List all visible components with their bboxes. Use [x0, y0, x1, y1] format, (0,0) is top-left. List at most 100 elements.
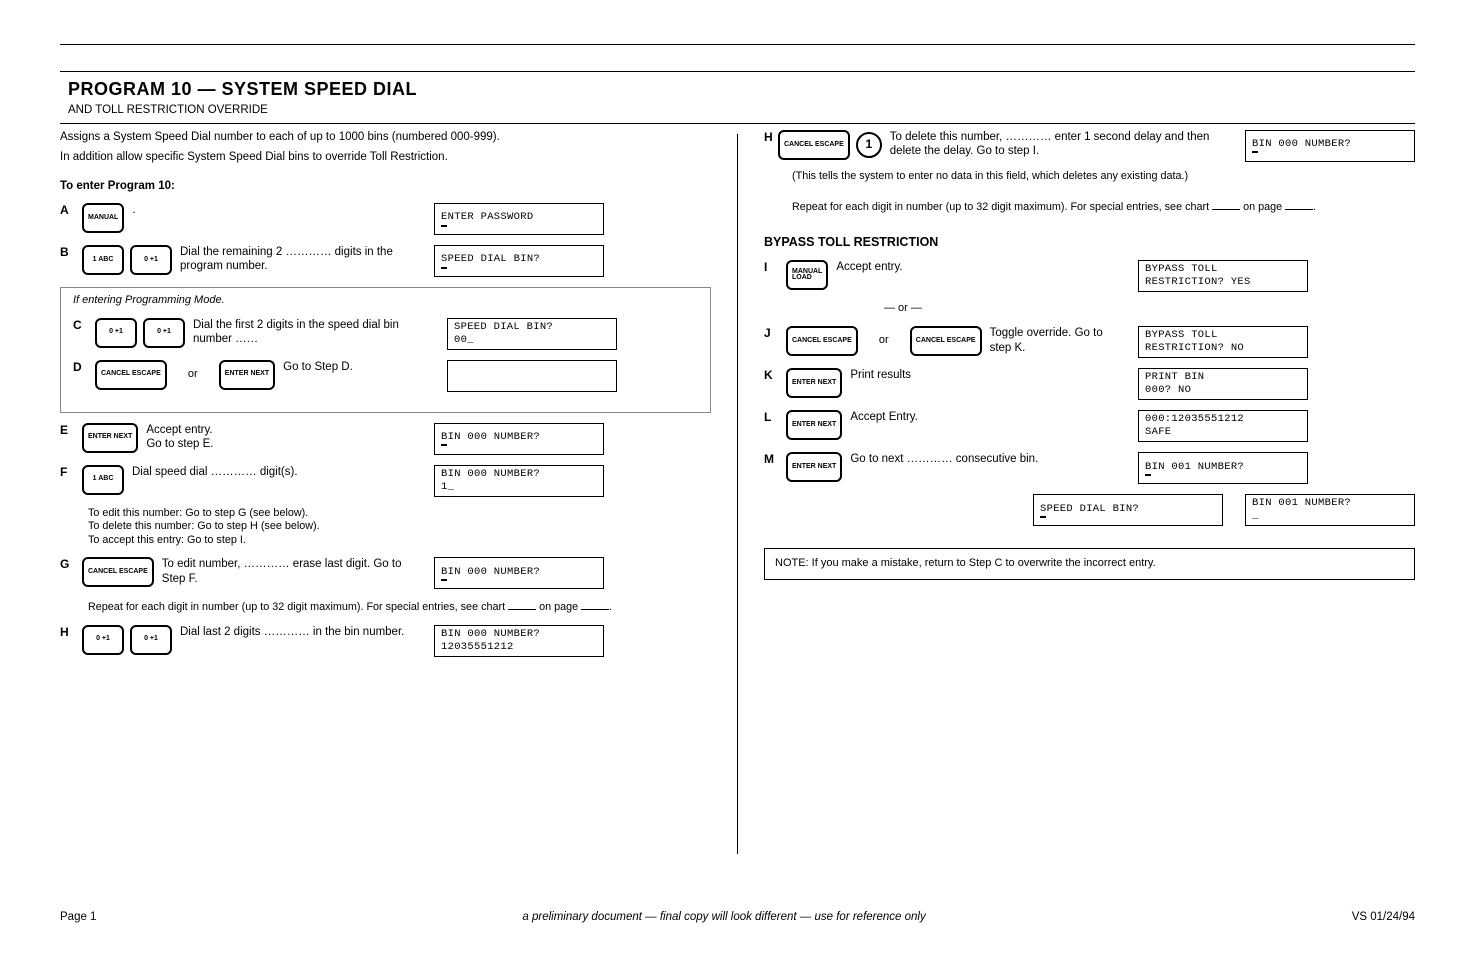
entering-mode-box: If entering Programming Mode. C 0 +1 0 +… — [60, 287, 711, 413]
step-letter: K — [764, 368, 778, 383]
or-label: or — [173, 368, 213, 382]
display-line: 12035551212 — [441, 641, 597, 654]
display-line: BIN 000 NUMBER? — [441, 431, 597, 444]
step-letter: H — [60, 625, 74, 640]
step-i-text: Accept entry. — [836, 260, 1124, 274]
display-line: ENTER PASSWORD — [441, 211, 597, 224]
step-m-text: Go to next ………… consecutive bin. — [850, 452, 1124, 466]
step-m: M ENTER NEXT Go to next ………… consecutive… — [764, 452, 1415, 484]
top-rule — [60, 44, 1415, 45]
step-k: K ENTER NEXT Print results PRINT BIN 000… — [764, 368, 1415, 400]
enter-key-icon: ENTER NEXT — [219, 360, 275, 390]
display-line: RESTRICTION? NO — [1145, 342, 1301, 355]
cursor-icon — [1145, 474, 1151, 476]
display-line: SPEED DIAL BIN? — [441, 253, 597, 266]
manual-load-key-icon: MANUAL LOAD — [786, 260, 828, 290]
display-line: _ — [1252, 510, 1408, 523]
title-banner: PROGRAM 10 — SYSTEM SPEED DIAL AND TOLL … — [60, 71, 1415, 124]
repeat-note: Repeat for each digit in number (up to 3… — [88, 599, 711, 614]
step-j-text: Toggle override. Go to step K. — [990, 326, 1124, 355]
step-letter: G — [60, 557, 74, 572]
display-j: BYPASS TOLL RESTRICTION? NO — [1138, 326, 1308, 358]
display-line: BYPASS TOLL — [1145, 263, 1301, 276]
cursor-icon — [441, 267, 447, 269]
page-footer: Page 1 a preliminary document — final co… — [60, 910, 1415, 924]
display-m: BIN 001 NUMBER? — [1138, 452, 1308, 484]
one-circle-icon: 1 — [856, 132, 882, 158]
step-k-text: Print results — [850, 368, 1124, 382]
intro-1: Assigns a System Speed Dial number to ea… — [60, 130, 711, 144]
box-label: If entering Programming Mode. — [73, 294, 698, 308]
column-left: Assigns a System Speed Dial number to ea… — [60, 130, 737, 854]
step-letter: J — [764, 326, 778, 341]
step-letter: F — [60, 465, 74, 480]
bypass-heading: BYPASS TOLL RESTRICTION — [764, 235, 1415, 251]
display-line: SPEED DIAL BIN? — [454, 321, 610, 334]
cancel-key-icon: CANCEL ESCAPE — [82, 557, 154, 587]
display-line: SAFE — [1145, 426, 1301, 439]
banner-title: PROGRAM 10 — SYSTEM SPEED DIAL — [68, 78, 1407, 101]
step-l-text: Accept Entry. — [850, 410, 1124, 424]
display-line: BIN 000 NUMBER? — [441, 628, 597, 641]
display-line: BIN 000 NUMBER? — [441, 566, 597, 579]
step-h2-text: To delete this number, ………… enter 1 seco… — [890, 130, 1245, 159]
one-key-icon: 1 ABC — [82, 245, 124, 275]
intro-2: In addition allow specific System Speed … — [60, 150, 711, 164]
zero-key-icon: 0 +1 — [130, 625, 172, 655]
or-divider: — or — — [884, 302, 1415, 316]
step-c-text: Dial the first 2 digits in the speed dia… — [193, 318, 433, 347]
delete-hint: (This tells the system to enter no data … — [792, 170, 1415, 183]
display-line: BIN 001 NUMBER? — [1252, 497, 1408, 510]
cancel-key-icon: CANCEL ESCAPE — [786, 326, 858, 356]
step-d-text: Go to Step D. — [283, 360, 433, 374]
footer-mid: a preliminary document — final copy will… — [522, 910, 925, 924]
banner-subtitle: AND TOLL RESTRICTION OVERRIDE — [68, 103, 1407, 117]
footer-right: VS 01/24/94 — [1352, 910, 1415, 924]
step-letter: H — [764, 130, 778, 145]
manual-key-icon: MANUAL — [82, 203, 124, 233]
column-right: H CANCEL ESCAPE 1 To delete this number,… — [738, 130, 1415, 854]
step-h2: H CANCEL ESCAPE 1 To delete this number,… — [764, 130, 1415, 162]
step-letter: M — [764, 452, 778, 467]
step-j: J CANCEL ESCAPE or CANCEL ESCAPE Toggle … — [764, 326, 1415, 358]
display-line: PRINT BIN — [1145, 371, 1301, 384]
step-g-text: To edit number, ………… erase last digit. G… — [162, 557, 420, 586]
step-h: H 0 +1 0 +1 Dial last 2 digits ………… in t… — [60, 625, 711, 657]
repeat-note-2: Repeat for each digit in number (up to 3… — [792, 199, 1415, 214]
step-h-text: Dial last 2 digits ………… in the bin numbe… — [180, 625, 420, 639]
cancel-key-icon: CANCEL ESCAPE — [778, 130, 850, 160]
cursor-icon — [441, 444, 447, 446]
one-key-icon: 1 ABC — [82, 465, 124, 495]
display-line: BYPASS TOLL — [1145, 329, 1301, 342]
display-caption-b: BIN 001 NUMBER? _ — [1245, 494, 1415, 526]
display-line: RESTRICTION? YES — [1145, 276, 1301, 289]
enter-key-icon: ENTER NEXT — [82, 423, 138, 453]
step-letter: C — [73, 318, 87, 333]
step-c: C 0 +1 0 +1 Dial the first 2 digits in t… — [73, 318, 698, 350]
display-l: 000:12035551212 SAFE — [1138, 410, 1308, 442]
step-letter: E — [60, 423, 74, 438]
cancel-key-icon: CANCEL ESCAPE — [95, 360, 167, 390]
step-letter: B — [60, 245, 74, 260]
step-letter: L — [764, 410, 778, 425]
display-i: BYPASS TOLL RESTRICTION? YES — [1138, 260, 1308, 292]
display-e: BIN 000 NUMBER? — [434, 423, 604, 455]
display-line: SPEED DIAL BIN? — [1040, 503, 1216, 516]
step-b: B 1 ABC 0 +1 Dial the remaining 2 ………… d… — [60, 245, 711, 277]
step-a-text: . — [132, 203, 420, 217]
step-e: E ENTER NEXT Accept entry. Go to step E.… — [60, 423, 711, 455]
display-line: BIN 001 NUMBER? — [1145, 461, 1301, 474]
cancel-key-icon: CANCEL ESCAPE — [910, 326, 982, 356]
display-h2: BIN 000 NUMBER? — [1245, 130, 1415, 162]
display-a: ENTER PASSWORD — [434, 203, 604, 235]
step-i: I MANUAL LOAD Accept entry. BYPASS TOLL … — [764, 260, 1415, 292]
display-caption-a: SPEED DIAL BIN? — [1033, 494, 1223, 526]
columns: Assigns a System Speed Dial number to ea… — [60, 130, 1415, 854]
enter-key-icon: ENTER NEXT — [786, 368, 842, 398]
step-letter: A — [60, 203, 74, 218]
step-d: D CANCEL ESCAPE or ENTER NEXT Go to Step… — [73, 360, 698, 392]
page: PROGRAM 10 — SYSTEM SPEED DIAL AND TOLL … — [0, 0, 1475, 954]
display-line: BIN 000 NUMBER? — [1252, 138, 1408, 151]
step-b-text: Dial the remaining 2 ………… digits in the … — [180, 245, 420, 274]
zero-key-icon: 0 +1 — [82, 625, 124, 655]
